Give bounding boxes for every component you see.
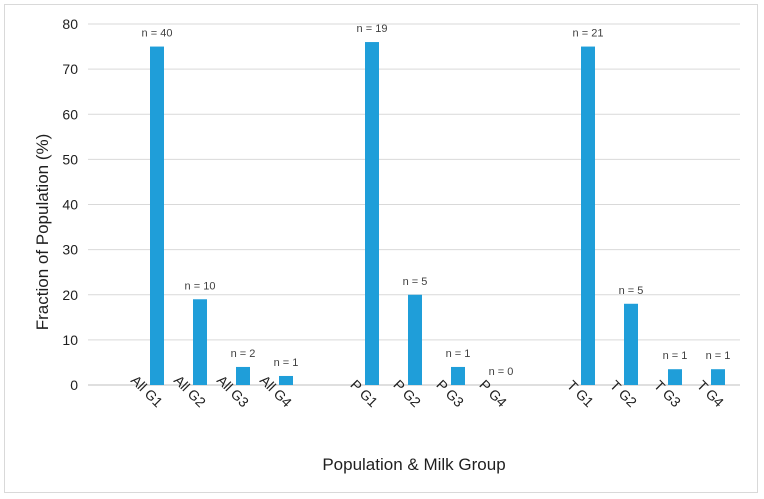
y-tick-label: 20 [62,287,78,303]
bar [236,366,250,385]
y-axis-title: Fraction of Population (%) [33,134,52,331]
bar [150,46,164,385]
data-labels: n = 40 n = 10 n = 2 n = 1 n = 19 n = 5 n = 1 n … [142,23,731,378]
bar [581,46,595,385]
data-label: n = 21 [573,28,604,40]
y-axis-ticks: 0 10 20 30 40 50 60 70 80 [62,16,78,393]
bar [624,303,638,385]
x-axis-title: Population & Milk Group [322,455,505,474]
data-label: n = 1 [274,357,299,369]
bar [193,299,207,385]
bar [451,366,465,385]
y-tick-label: 70 [62,61,78,77]
y-tick-label: 30 [62,242,78,258]
bars [150,42,725,386]
bar [408,294,422,385]
y-tick-label: 50 [62,151,78,167]
bar [279,375,293,385]
data-label: n = 10 [185,280,216,292]
data-label: n = 1 [706,350,731,362]
y-tick-label: 0 [70,377,78,393]
chart-frame [4,4,758,493]
bar [365,42,379,386]
data-label: n = 5 [403,276,428,288]
data-label: n = 2 [231,348,256,360]
data-label: n = 40 [142,28,173,40]
data-label: n = 0 [489,366,514,378]
y-tick-label: 60 [62,106,78,122]
data-label: n = 1 [446,348,471,360]
y-tick-label: 40 [62,197,78,213]
y-tick-label: 80 [62,16,78,32]
data-label: n = 1 [663,350,688,362]
y-tick-label: 10 [62,332,78,348]
data-label: n = 19 [357,23,388,35]
data-label: n = 5 [619,285,644,297]
bar [668,369,682,385]
x-tick-label: P G4 [476,376,510,410]
bar [711,369,725,385]
